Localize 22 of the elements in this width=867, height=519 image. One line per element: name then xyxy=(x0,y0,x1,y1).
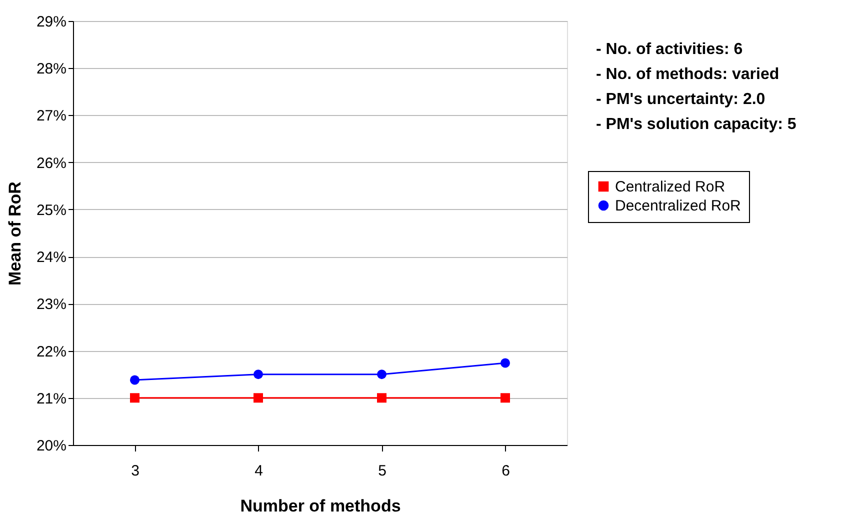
y-tick-label: 20% xyxy=(36,438,66,454)
x-tick-label: 5 xyxy=(378,462,386,480)
x-tick-label: 6 xyxy=(502,462,510,480)
y-tick-label: 21% xyxy=(36,390,66,408)
text: - No. of activities: 6 xyxy=(596,41,743,58)
x-tick-label: 4 xyxy=(254,462,263,480)
y-tick-label: 26% xyxy=(36,154,66,172)
text: - No. of methods: varied xyxy=(596,66,780,83)
y-tick-label: 28% xyxy=(36,60,66,78)
legend-label: Decentralized RoR xyxy=(615,198,742,214)
y-tick-label: 23% xyxy=(36,296,66,314)
y-tick-label: 24% xyxy=(36,249,66,266)
legend-label: Centralized RoR xyxy=(615,178,726,196)
x-tick-label: 3 xyxy=(131,462,140,480)
y-tick-label: 22% xyxy=(36,343,66,360)
text: - PM's uncertainty: 2.0 xyxy=(596,91,766,108)
y-tick-label: 27% xyxy=(36,108,66,125)
x-axis-title: Number of methods xyxy=(240,496,401,516)
y-tick-label: 25% xyxy=(36,202,66,219)
y-axis-title: Mean of RoR xyxy=(5,182,24,286)
y-tick-label: 29% xyxy=(36,14,66,30)
text: - PM's solution capacity: 5 xyxy=(596,116,796,133)
